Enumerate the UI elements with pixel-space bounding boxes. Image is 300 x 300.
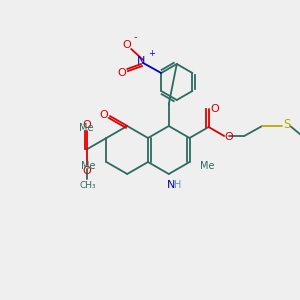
Text: O: O [82,120,91,130]
Text: O: O [123,40,132,50]
Text: -: - [133,32,137,42]
Text: H: H [174,180,182,190]
Text: Me: Me [200,161,215,171]
Text: Me: Me [81,161,96,171]
Text: N: N [167,180,175,190]
Text: O: O [225,132,234,142]
Text: O: O [100,110,108,120]
Text: +: + [148,49,155,58]
Text: O: O [82,166,91,176]
Text: CH₃: CH₃ [79,181,96,190]
Text: O: O [118,68,127,78]
Text: Me: Me [79,123,94,133]
Text: N: N [137,56,146,66]
Text: O: O [210,104,219,114]
Text: S: S [284,118,291,131]
